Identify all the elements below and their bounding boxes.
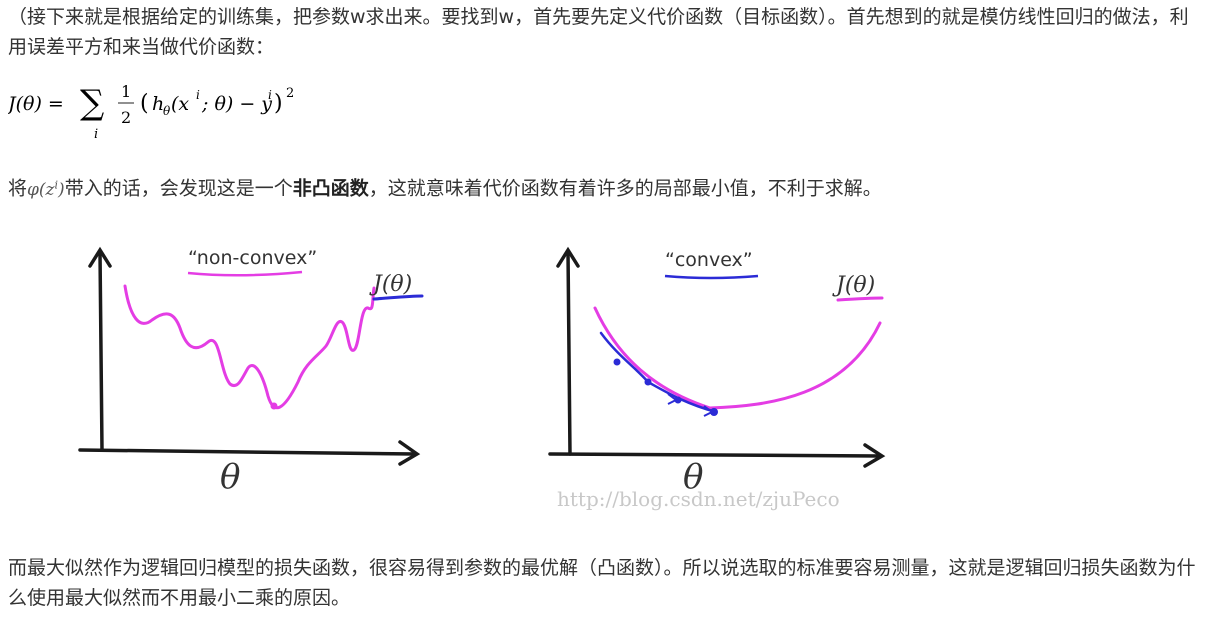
convex-label: “convex”	[665, 249, 753, 271]
left-y-arrow	[88, 246, 112, 268]
para3-mid: 带入的话，会发现这是一个	[64, 177, 293, 200]
nonconvex-label: “non-convex”	[188, 247, 317, 269]
formula-lparen: (	[140, 91, 149, 116]
formula-num: 1	[121, 82, 131, 101]
nonconvex-curve	[123, 284, 376, 410]
descent-point-1	[613, 358, 621, 366]
left-j-label: J(θ)	[369, 272, 412, 297]
formula-y-sup: i	[268, 88, 272, 102]
formula-sum: ∑	[80, 83, 104, 123]
formula-x-sup: i	[196, 88, 200, 102]
left-x-axis	[78, 448, 417, 456]
formula-args: (x	[171, 93, 189, 115]
para3-prefix: 将	[8, 177, 28, 200]
watermark: http://blog.csdn.net/zjuPeco	[557, 487, 840, 511]
descent-point-4	[710, 408, 718, 416]
formula-args-rest: ; θ) − y	[201, 93, 272, 115]
right-j-underline	[836, 296, 884, 302]
right-axes	[548, 246, 886, 468]
formula-den: 2	[121, 108, 131, 127]
formula-rparen: )	[274, 91, 283, 116]
formula-h: h	[152, 93, 164, 115]
nonconvex-paragraph: 将φ(zi)带入的话，会发现这是一个非凸函数，这就意味着代价函数有着许多的局部最…	[8, 170, 1200, 205]
intro-paragraph: （接下来就是根据给定的训练集，把参数w求出来。要找到w，首先要先定义代价函数（目…	[8, 6, 1189, 58]
cost-function-formula: J(θ) = ∑ i 1 2 ( h θ (x i ; θ) − y i ) 2	[4, 80, 328, 142]
right-y-arrow	[556, 246, 580, 268]
descent-point-2	[644, 378, 652, 386]
convexity-figure: “non-convex” J(θ) θ “convex” J(θ) θ http…	[70, 228, 930, 524]
phi-expression: φ(zi)	[27, 178, 65, 200]
left-theta-label: θ	[220, 457, 240, 497]
left-axes	[78, 246, 421, 466]
formula-sum-sub: i	[94, 127, 98, 142]
left-y-axis	[98, 250, 104, 452]
convex-curve	[593, 306, 882, 410]
formula-h-sub: θ	[163, 104, 171, 118]
local-min-point	[270, 402, 278, 410]
left-x-arrow	[398, 440, 421, 466]
right-theta-label: θ	[683, 457, 703, 497]
formula-svg: J(θ) = ∑ i 1 2 ( h θ (x i ; θ) − y i ) 2	[4, 82, 294, 142]
descent-arrow-2	[703, 405, 714, 417]
descent-arrow-1	[667, 393, 678, 405]
convexity-figure-svg: “non-convex” J(θ) θ “convex” J(θ) θ http…	[78, 246, 886, 511]
left-j-underline	[372, 294, 424, 301]
nonconvex-underline	[187, 270, 303, 277]
formula-pow: 2	[286, 86, 294, 101]
right-x-axis	[548, 452, 882, 458]
conclusion-paragraph: 而最大似然作为逻辑回归模型的损失函数，很容易得到参数的最优解（凸函数）。所以说选…	[8, 557, 1196, 609]
convex-underline	[664, 274, 759, 280]
formula-lhs: J(θ) =	[8, 93, 64, 115]
descent-point-3	[674, 396, 682, 404]
right-y-axis	[566, 250, 572, 456]
para3-suffix: ，这就意味着代价函数有着许多的局部最小值，不利于求解。	[368, 177, 882, 200]
right-j-label: J(θ)	[832, 273, 875, 298]
nonconvex-bold: 非凸函数	[292, 177, 369, 200]
right-x-arrow	[863, 443, 886, 468]
